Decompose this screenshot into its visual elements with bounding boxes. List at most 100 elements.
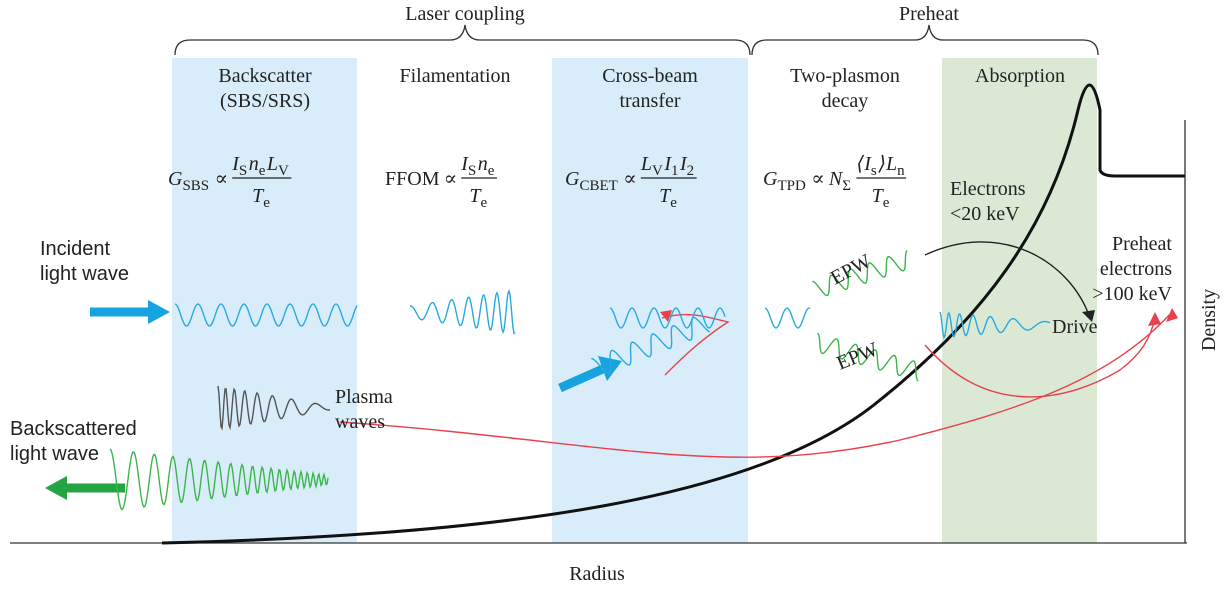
formula-relation: ∝ bbox=[444, 168, 458, 190]
formula-symbol: I bbox=[679, 153, 688, 175]
formula-symbol: N bbox=[828, 168, 844, 190]
formula-subscript: TPD bbox=[777, 178, 806, 194]
density-curve bbox=[161, 83, 1185, 545]
label: Plasma bbox=[335, 386, 393, 408]
formula-symbol: ⟨I bbox=[856, 153, 872, 175]
formula-space bbox=[694, 166, 696, 172]
incident-arrow-head bbox=[148, 300, 170, 324]
formula-numerator: LV I1 I2 bbox=[640, 153, 696, 179]
formula-subscript: e bbox=[481, 195, 488, 211]
formula-space bbox=[209, 181, 211, 187]
formula-subscript: e bbox=[670, 195, 677, 211]
label: <20 keV bbox=[950, 203, 1020, 225]
backscatter-arrow-head bbox=[45, 476, 67, 500]
band-backscatter bbox=[172, 58, 357, 543]
formula-symbol: G bbox=[168, 168, 183, 190]
formula-relation: ∝ bbox=[623, 168, 637, 190]
column-title: Two-plasmon bbox=[790, 65, 900, 87]
formula-prefactor: NΣ bbox=[828, 168, 853, 194]
formula-space bbox=[289, 166, 291, 172]
formula-symbol: G bbox=[763, 168, 778, 190]
x-axis-label: Radius bbox=[569, 563, 625, 585]
formula-symbol: T bbox=[469, 185, 482, 207]
formula-symbol: T bbox=[659, 185, 672, 207]
formula-lhs: GCBET bbox=[565, 168, 619, 194]
formula-space bbox=[806, 181, 808, 187]
formula-symbol: n bbox=[478, 153, 488, 175]
column-title: decay bbox=[822, 90, 869, 112]
formula-space bbox=[905, 166, 907, 172]
formula-symbol: T bbox=[252, 185, 265, 207]
formula-subscript: e bbox=[488, 163, 495, 179]
wave bbox=[409, 288, 516, 335]
column-title: Absorption bbox=[975, 65, 1065, 87]
formula-symbol: T bbox=[872, 185, 885, 207]
label: Backscattered bbox=[10, 418, 137, 440]
cbet-arrow bbox=[558, 363, 607, 393]
label: Incident bbox=[40, 238, 110, 260]
formula-symbol: n bbox=[249, 153, 259, 175]
formula-denominator: Te bbox=[252, 185, 271, 211]
brace-label: Preheat bbox=[899, 3, 959, 25]
formula-relation: ∝ bbox=[215, 168, 229, 190]
column-title: transfer bbox=[619, 90, 680, 112]
column-title: Backscatter bbox=[218, 65, 312, 87]
band-cbet bbox=[552, 58, 748, 543]
wave bbox=[174, 303, 358, 327]
formula-symbol: L bbox=[266, 153, 278, 175]
label: light wave bbox=[40, 263, 129, 285]
label: Electrons bbox=[950, 178, 1026, 200]
formula-denominator: Te bbox=[872, 185, 891, 211]
formula-relation: ∝ bbox=[811, 168, 825, 190]
wave bbox=[817, 332, 919, 382]
formula-numerator: IS ne bbox=[460, 153, 496, 179]
formula-space bbox=[889, 198, 891, 204]
wave bbox=[812, 250, 908, 297]
formula-denominator: Te bbox=[469, 185, 488, 211]
formula-space bbox=[677, 198, 679, 204]
wave bbox=[939, 311, 1051, 340]
wave bbox=[609, 307, 726, 329]
formula-subscript: Σ bbox=[842, 178, 851, 194]
formula-symbol: I bbox=[663, 153, 672, 175]
formula-lhs: GSBS bbox=[168, 168, 211, 194]
drive-label: Drive bbox=[1052, 316, 1098, 338]
formula-lhs: FFOM bbox=[385, 168, 440, 190]
label: Preheat bbox=[1112, 233, 1172, 255]
formula-subscript: n bbox=[897, 163, 905, 179]
wave bbox=[591, 316, 711, 374]
formula-lhs: GTPD bbox=[763, 168, 807, 194]
column-title: Filamentation bbox=[399, 65, 510, 87]
formula-subscript: 1 bbox=[671, 163, 679, 179]
formula-subscript: S bbox=[239, 163, 247, 179]
formula-space bbox=[618, 181, 620, 187]
formula-subscript: V bbox=[652, 163, 663, 179]
arrowheads bbox=[660, 308, 1178, 326]
formula-symbol: L bbox=[640, 153, 652, 175]
formula-subscript: SBS bbox=[182, 178, 209, 194]
formula-symbol: I bbox=[231, 153, 240, 175]
braces bbox=[174, 24, 1099, 56]
formula-subscript: e bbox=[259, 163, 266, 179]
formula-subscript: 2 bbox=[687, 163, 695, 179]
formula-symbol: ⟩L bbox=[877, 153, 897, 175]
formula-numerator: ⟨Is ⟩Ln bbox=[856, 153, 906, 179]
formula-subscript: CBET bbox=[579, 178, 617, 194]
wave bbox=[764, 307, 811, 329]
formula-denominator: Te bbox=[659, 185, 678, 211]
formula-subscript: e bbox=[263, 195, 270, 211]
formula-subscript: s bbox=[871, 163, 877, 179]
brace-label: Laser coupling bbox=[405, 3, 524, 25]
label: >100 keV bbox=[1092, 283, 1172, 305]
label: waves bbox=[335, 411, 385, 433]
label: light wave bbox=[10, 443, 99, 465]
wave bbox=[109, 448, 329, 511]
label: electrons bbox=[1100, 258, 1172, 280]
epw-label: EPW bbox=[827, 250, 875, 289]
wave bbox=[217, 385, 330, 431]
electron-paths bbox=[339, 241, 1173, 458]
formula-symbol: I bbox=[460, 153, 469, 175]
formula-subscript: V bbox=[278, 163, 289, 179]
formula-symbol: FFOM bbox=[385, 168, 440, 190]
